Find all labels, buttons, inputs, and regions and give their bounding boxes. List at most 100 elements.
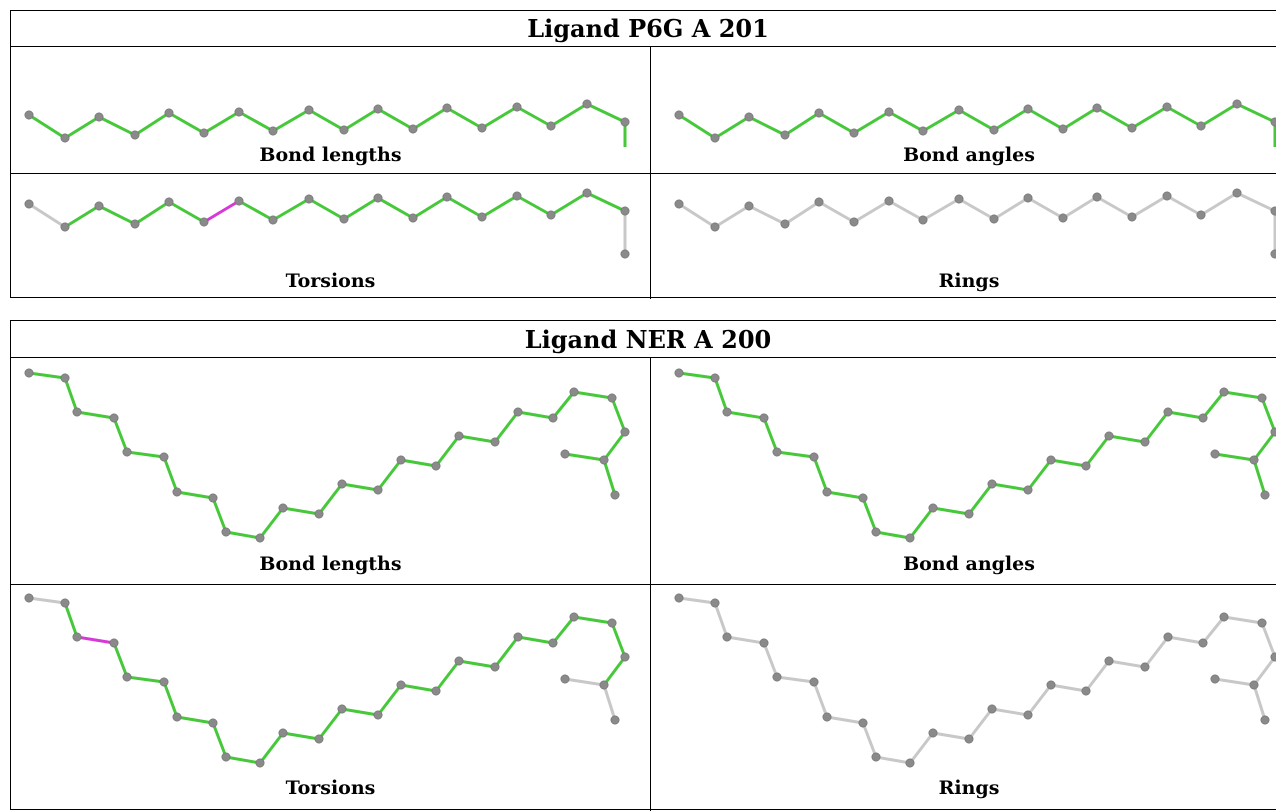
atom [582, 99, 592, 109]
atom [814, 108, 824, 118]
atom [337, 479, 347, 489]
atom [989, 125, 999, 135]
bond [411, 106, 449, 131]
bond [271, 197, 311, 222]
bond [27, 202, 67, 229]
bond [990, 482, 1030, 492]
bond [551, 615, 576, 645]
atom [987, 704, 997, 714]
bond [812, 680, 829, 719]
panel-caption: Bond lengths [259, 144, 402, 166]
bond [725, 410, 766, 420]
bond [775, 450, 816, 459]
atom [60, 373, 70, 383]
column-divider [650, 47, 651, 299]
atom [905, 758, 915, 768]
bond [224, 530, 262, 540]
atom [884, 107, 894, 117]
atom [1023, 485, 1033, 495]
panel-caption: Rings [938, 777, 1000, 799]
atom [548, 413, 558, 423]
bond [1222, 615, 1264, 625]
atom [620, 249, 630, 259]
atom [396, 455, 406, 465]
molecule-diagram [24, 99, 630, 147]
atom [60, 222, 70, 232]
bond [112, 641, 129, 679]
bond [713, 204, 751, 229]
bond [1084, 659, 1111, 693]
bond [27, 371, 67, 380]
atom [109, 413, 119, 423]
atom [130, 219, 140, 229]
bond [747, 204, 787, 226]
bond [1095, 106, 1134, 130]
atom [599, 680, 609, 690]
bond [516, 635, 555, 645]
atom [278, 728, 288, 738]
atom [759, 413, 769, 423]
atom [987, 479, 997, 489]
atom [512, 102, 522, 112]
bond [1026, 683, 1053, 717]
bond [874, 530, 912, 540]
bond [1130, 194, 1169, 219]
atom [1163, 632, 1173, 642]
atom [744, 112, 754, 122]
atom [1270, 652, 1276, 662]
bond [1166, 635, 1205, 645]
panel-bond-lengths: Bond lengths [11, 358, 650, 584]
molecule-diagram [674, 368, 1276, 543]
bond [237, 110, 275, 133]
atom [442, 103, 452, 113]
bond [63, 601, 79, 639]
bond [992, 107, 1030, 132]
atom [1210, 449, 1220, 459]
panel-caption: Torsions [285, 270, 376, 292]
bond [258, 506, 285, 540]
bond [1201, 390, 1226, 420]
bond [167, 111, 206, 135]
atom [159, 452, 169, 462]
bond [515, 194, 553, 217]
atom [548, 638, 558, 648]
bond [125, 675, 166, 684]
atom [918, 126, 928, 136]
bond [340, 707, 380, 717]
bond [112, 416, 129, 454]
atom [546, 121, 556, 131]
bond [202, 110, 241, 135]
atom [849, 217, 859, 227]
atom [1104, 431, 1114, 441]
bond [1260, 621, 1276, 659]
atom [1127, 123, 1137, 133]
atom [1257, 393, 1267, 403]
atom [772, 672, 782, 682]
bond [585, 191, 627, 213]
atom [1210, 674, 1220, 684]
ligand-table-ner: Ligand NER A 200 Bond lengths Bond angle… [10, 320, 1276, 811]
atom [268, 215, 278, 225]
bond [1166, 410, 1205, 420]
atom [1162, 191, 1172, 201]
column-divider [650, 358, 651, 811]
atom [278, 503, 288, 513]
bond [202, 199, 241, 224]
bond [1061, 106, 1099, 131]
atom [989, 214, 999, 224]
bond [725, 635, 766, 645]
molecule-diagram [24, 593, 630, 768]
bond [211, 496, 228, 534]
bond [1235, 191, 1276, 213]
bond [990, 707, 1030, 717]
ligand-table-p6g: Ligand P6G A 201 Bond lengths Bond angle… [10, 10, 1276, 299]
bond [887, 199, 925, 222]
bond [957, 108, 996, 132]
atom [954, 105, 964, 115]
atom [849, 128, 859, 138]
atom [1257, 618, 1267, 628]
bond [516, 410, 555, 420]
atom [1046, 455, 1056, 465]
bond [1143, 635, 1170, 669]
bond [258, 731, 285, 765]
